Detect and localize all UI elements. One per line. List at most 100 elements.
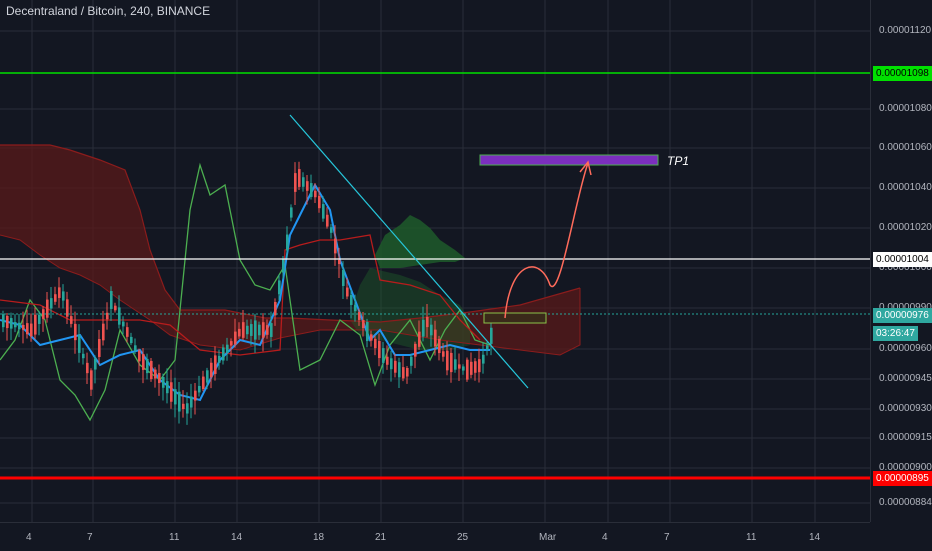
chikou-span bbox=[0, 162, 491, 422]
time-tick-label: 18 bbox=[313, 532, 325, 543]
candle-body bbox=[486, 345, 489, 350]
projection-path[interactable] bbox=[504, 162, 589, 319]
candle-body bbox=[402, 367, 405, 379]
candle-body bbox=[442, 351, 445, 357]
candle-body bbox=[126, 327, 129, 337]
time-tick-label: Mar bbox=[539, 532, 557, 543]
candle-body bbox=[286, 234, 289, 251]
candle-body bbox=[98, 339, 101, 357]
candle-body bbox=[470, 361, 473, 375]
candle-body bbox=[362, 319, 365, 329]
candle-body bbox=[314, 190, 317, 198]
time-tick-label: 7 bbox=[664, 532, 670, 543]
candle-body bbox=[482, 354, 485, 364]
candle-body bbox=[326, 214, 329, 227]
candle-body bbox=[22, 324, 25, 330]
candle-body bbox=[78, 335, 81, 353]
candle-body bbox=[118, 307, 121, 325]
candle-body bbox=[338, 259, 341, 265]
tenkan-sen bbox=[0, 182, 490, 402]
price-marker-current: 0.00000976 bbox=[873, 308, 932, 323]
candle-body bbox=[202, 376, 205, 390]
candle-body bbox=[270, 323, 273, 337]
candle-body bbox=[66, 299, 69, 317]
trendline[interactable] bbox=[289, 114, 529, 389]
candle-body bbox=[90, 370, 93, 390]
candles bbox=[2, 161, 493, 425]
candle-body bbox=[290, 207, 293, 218]
candle-body bbox=[406, 367, 409, 377]
candle-body bbox=[434, 329, 437, 347]
target-box[interactable] bbox=[479, 154, 659, 166]
candle-body bbox=[310, 183, 313, 197]
price-tick-label: 0.00000884 bbox=[879, 497, 932, 508]
candle-body bbox=[178, 391, 181, 412]
candle-body bbox=[214, 355, 217, 374]
candle-body bbox=[34, 314, 37, 335]
candle-body bbox=[278, 280, 281, 295]
candle-body bbox=[342, 269, 345, 287]
candle-body bbox=[358, 312, 361, 320]
candle-body bbox=[354, 304, 357, 312]
cloud-bearish bbox=[0, 145, 580, 355]
price-chart[interactable]: TP1 bbox=[0, 0, 870, 522]
price-marker-level: 0.00001004 bbox=[873, 252, 932, 267]
candle-body bbox=[302, 177, 305, 187]
candle-body bbox=[246, 325, 249, 335]
candle-body bbox=[374, 338, 377, 349]
price-tick-label: 0.00000930 bbox=[879, 403, 932, 414]
candle-body bbox=[182, 403, 185, 410]
drawings[interactable]: TP1 bbox=[0, 72, 870, 480]
price-axis[interactable]: 0.00001120 0.00001080 0.00001060 0.00001040… bbox=[870, 0, 932, 522]
time-tick-label: 11 bbox=[746, 532, 757, 543]
price-tick-label: 0.00000945 bbox=[879, 373, 932, 384]
candle-body bbox=[410, 356, 413, 366]
candle-body bbox=[370, 334, 373, 341]
candle-body bbox=[378, 340, 381, 359]
candle-body bbox=[330, 227, 333, 233]
candle-body bbox=[294, 173, 297, 192]
candle-body bbox=[58, 287, 61, 298]
tp1-label: TP1 bbox=[667, 154, 689, 168]
candle-body bbox=[238, 328, 241, 337]
price-marker-support: 0.00000895 bbox=[873, 471, 932, 486]
candle-body bbox=[38, 314, 41, 324]
candle-body bbox=[10, 318, 13, 329]
candle-body bbox=[134, 345, 137, 351]
price-tick-label: 0.00001020 bbox=[879, 222, 932, 233]
candle-body bbox=[466, 359, 469, 380]
candle-body bbox=[458, 364, 461, 369]
candle-body bbox=[234, 331, 237, 345]
candle-body bbox=[94, 358, 97, 370]
senkou-b bbox=[0, 234, 581, 356]
candle-body bbox=[426, 316, 429, 328]
candle-body bbox=[14, 322, 17, 328]
candle-body bbox=[150, 360, 153, 380]
candle-body bbox=[146, 358, 149, 374]
indicator-lines bbox=[0, 162, 491, 422]
candle-body bbox=[198, 385, 201, 393]
candle-body bbox=[462, 366, 465, 371]
candle-body bbox=[74, 323, 77, 341]
candle-body bbox=[334, 238, 337, 254]
time-axis[interactable]: 4 7 11 14 18 21 25 Mar 4 7 11 14 bbox=[0, 522, 870, 551]
kijun-sen bbox=[0, 234, 481, 356]
candle-body bbox=[418, 331, 421, 347]
price-tick-label: 0.00000990 bbox=[879, 302, 932, 313]
price-tick-label: 0.00000915 bbox=[879, 432, 932, 443]
candle-body bbox=[350, 295, 353, 305]
candle-body bbox=[226, 344, 229, 353]
time-tick-label: 4 bbox=[26, 532, 32, 543]
candle-body bbox=[190, 396, 193, 408]
price-tick-label: 0.00000900 bbox=[879, 462, 932, 473]
candle-body bbox=[262, 322, 265, 338]
candle-body bbox=[386, 356, 389, 365]
entry-box[interactable] bbox=[483, 312, 547, 324]
candle-body bbox=[446, 350, 449, 371]
cloud-bullish bbox=[375, 215, 465, 268]
candle-body bbox=[306, 181, 309, 191]
projection-arrowhead bbox=[579, 160, 592, 176]
candle-body bbox=[398, 362, 401, 378]
price-tick-label: 0.00001080 bbox=[879, 103, 932, 114]
